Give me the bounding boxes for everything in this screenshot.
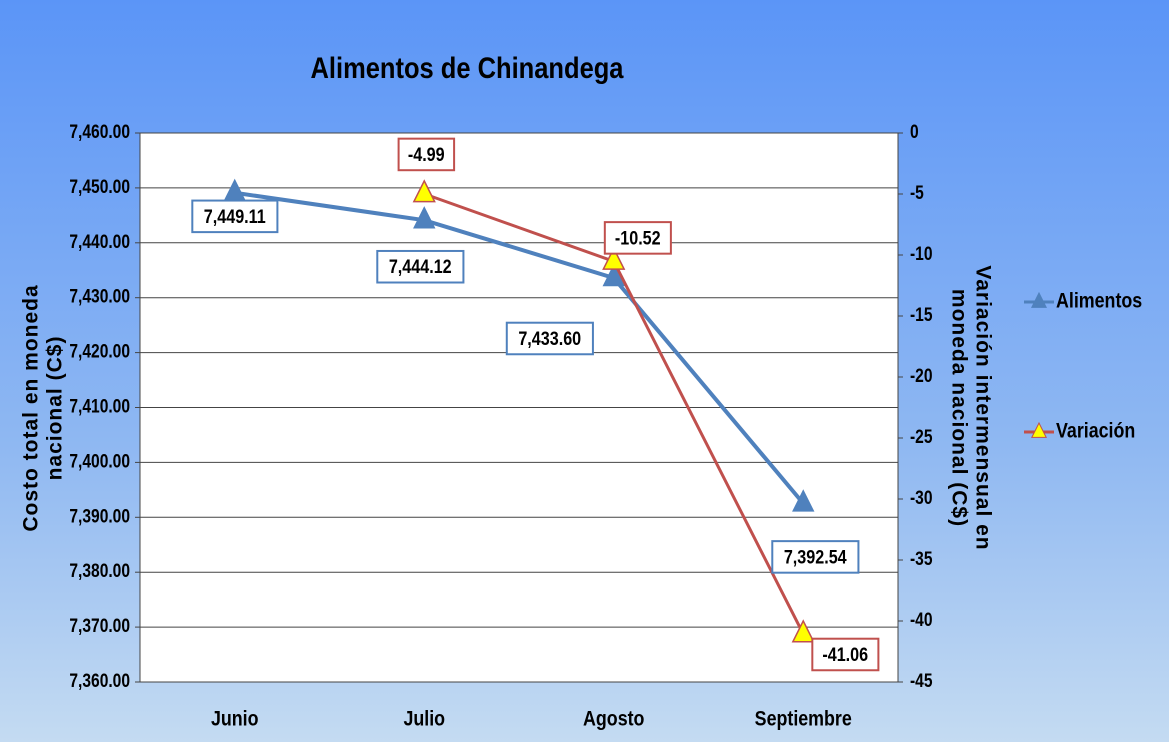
legend-marker: [1030, 291, 1048, 308]
data-label: -10.52: [615, 227, 661, 249]
y2-tick-label: -10: [910, 243, 933, 265]
data-label: 7,392.54: [784, 546, 847, 568]
data-label-box: [811, 637, 880, 672]
y2-tick-label: -35: [910, 548, 933, 570]
data-label-box: [771, 540, 860, 574]
y-tick-label: 7,390.00: [69, 505, 130, 527]
legend-label: Variación: [1056, 419, 1135, 443]
y2-axis-title: Variación intermensual en moneda naciona…: [947, 265, 994, 550]
marker: [602, 263, 625, 287]
y2-axis-title-line: moneda nacional (C$): [947, 289, 970, 527]
y-tick-label: 7,460.00: [69, 121, 130, 143]
y2-tick-label: -25: [910, 426, 933, 448]
y-tick-label: 7,360.00: [69, 670, 130, 692]
data-label: 7,433.60: [518, 328, 581, 350]
y-axis-title: Costo total en moneda nacional (C$): [20, 284, 67, 531]
y2-tick-label: 0: [910, 121, 919, 143]
y-tick-label: 7,410.00: [69, 395, 130, 417]
data-label: 7,444.12: [389, 256, 452, 278]
marker: [413, 206, 436, 229]
y-tick-label: 7,450.00: [69, 175, 130, 197]
data-label: 7,449.11: [204, 206, 266, 228]
y2-tick-label: -15: [910, 304, 933, 326]
y-tick-label: 7,370.00: [69, 615, 130, 637]
x-tick-label: Junio: [211, 707, 259, 731]
y-axis-title-line: nacional (C$): [44, 336, 67, 481]
y2-tick-label: -20: [910, 365, 933, 387]
marker: [602, 246, 626, 270]
y-tick-label: 7,420.00: [69, 340, 130, 362]
data-label-box: [603, 221, 672, 255]
data-label-box: [505, 321, 594, 356]
data-label: -41.06: [822, 644, 868, 666]
y-tick-label: 7,400.00: [69, 450, 130, 472]
data-label-box: [376, 249, 465, 284]
legend-marker: [1030, 421, 1048, 438]
x-tick-label: Julio: [403, 707, 445, 731]
y2-tick-label: -5: [910, 182, 924, 204]
x-tick-label: Agosto: [583, 707, 645, 731]
y-tick-label: 7,430.00: [69, 285, 130, 307]
y2-tick-label: -30: [910, 487, 933, 509]
data-label-box: [397, 137, 456, 172]
y-tick-label: 7,440.00: [69, 230, 130, 252]
marker: [791, 619, 815, 643]
y2-axis-title-line: Variación intermensual en: [971, 265, 994, 550]
marker: [412, 179, 436, 203]
series-line: [234, 190, 805, 505]
y2-tick-label: -40: [910, 609, 933, 631]
y-axis-title-line: Costo total en moneda: [20, 284, 43, 531]
chart-title: Alimentos de Chinandega: [311, 51, 624, 84]
x-tick-label: Septiembre: [755, 707, 852, 731]
legend-label: Alimentos: [1056, 289, 1142, 313]
data-label-box: [191, 199, 279, 234]
data-label: -4.99: [408, 144, 445, 166]
y2-tick-label: -45: [910, 670, 933, 692]
marker: [792, 489, 815, 512]
y-tick-label: 7,380.00: [69, 560, 130, 582]
